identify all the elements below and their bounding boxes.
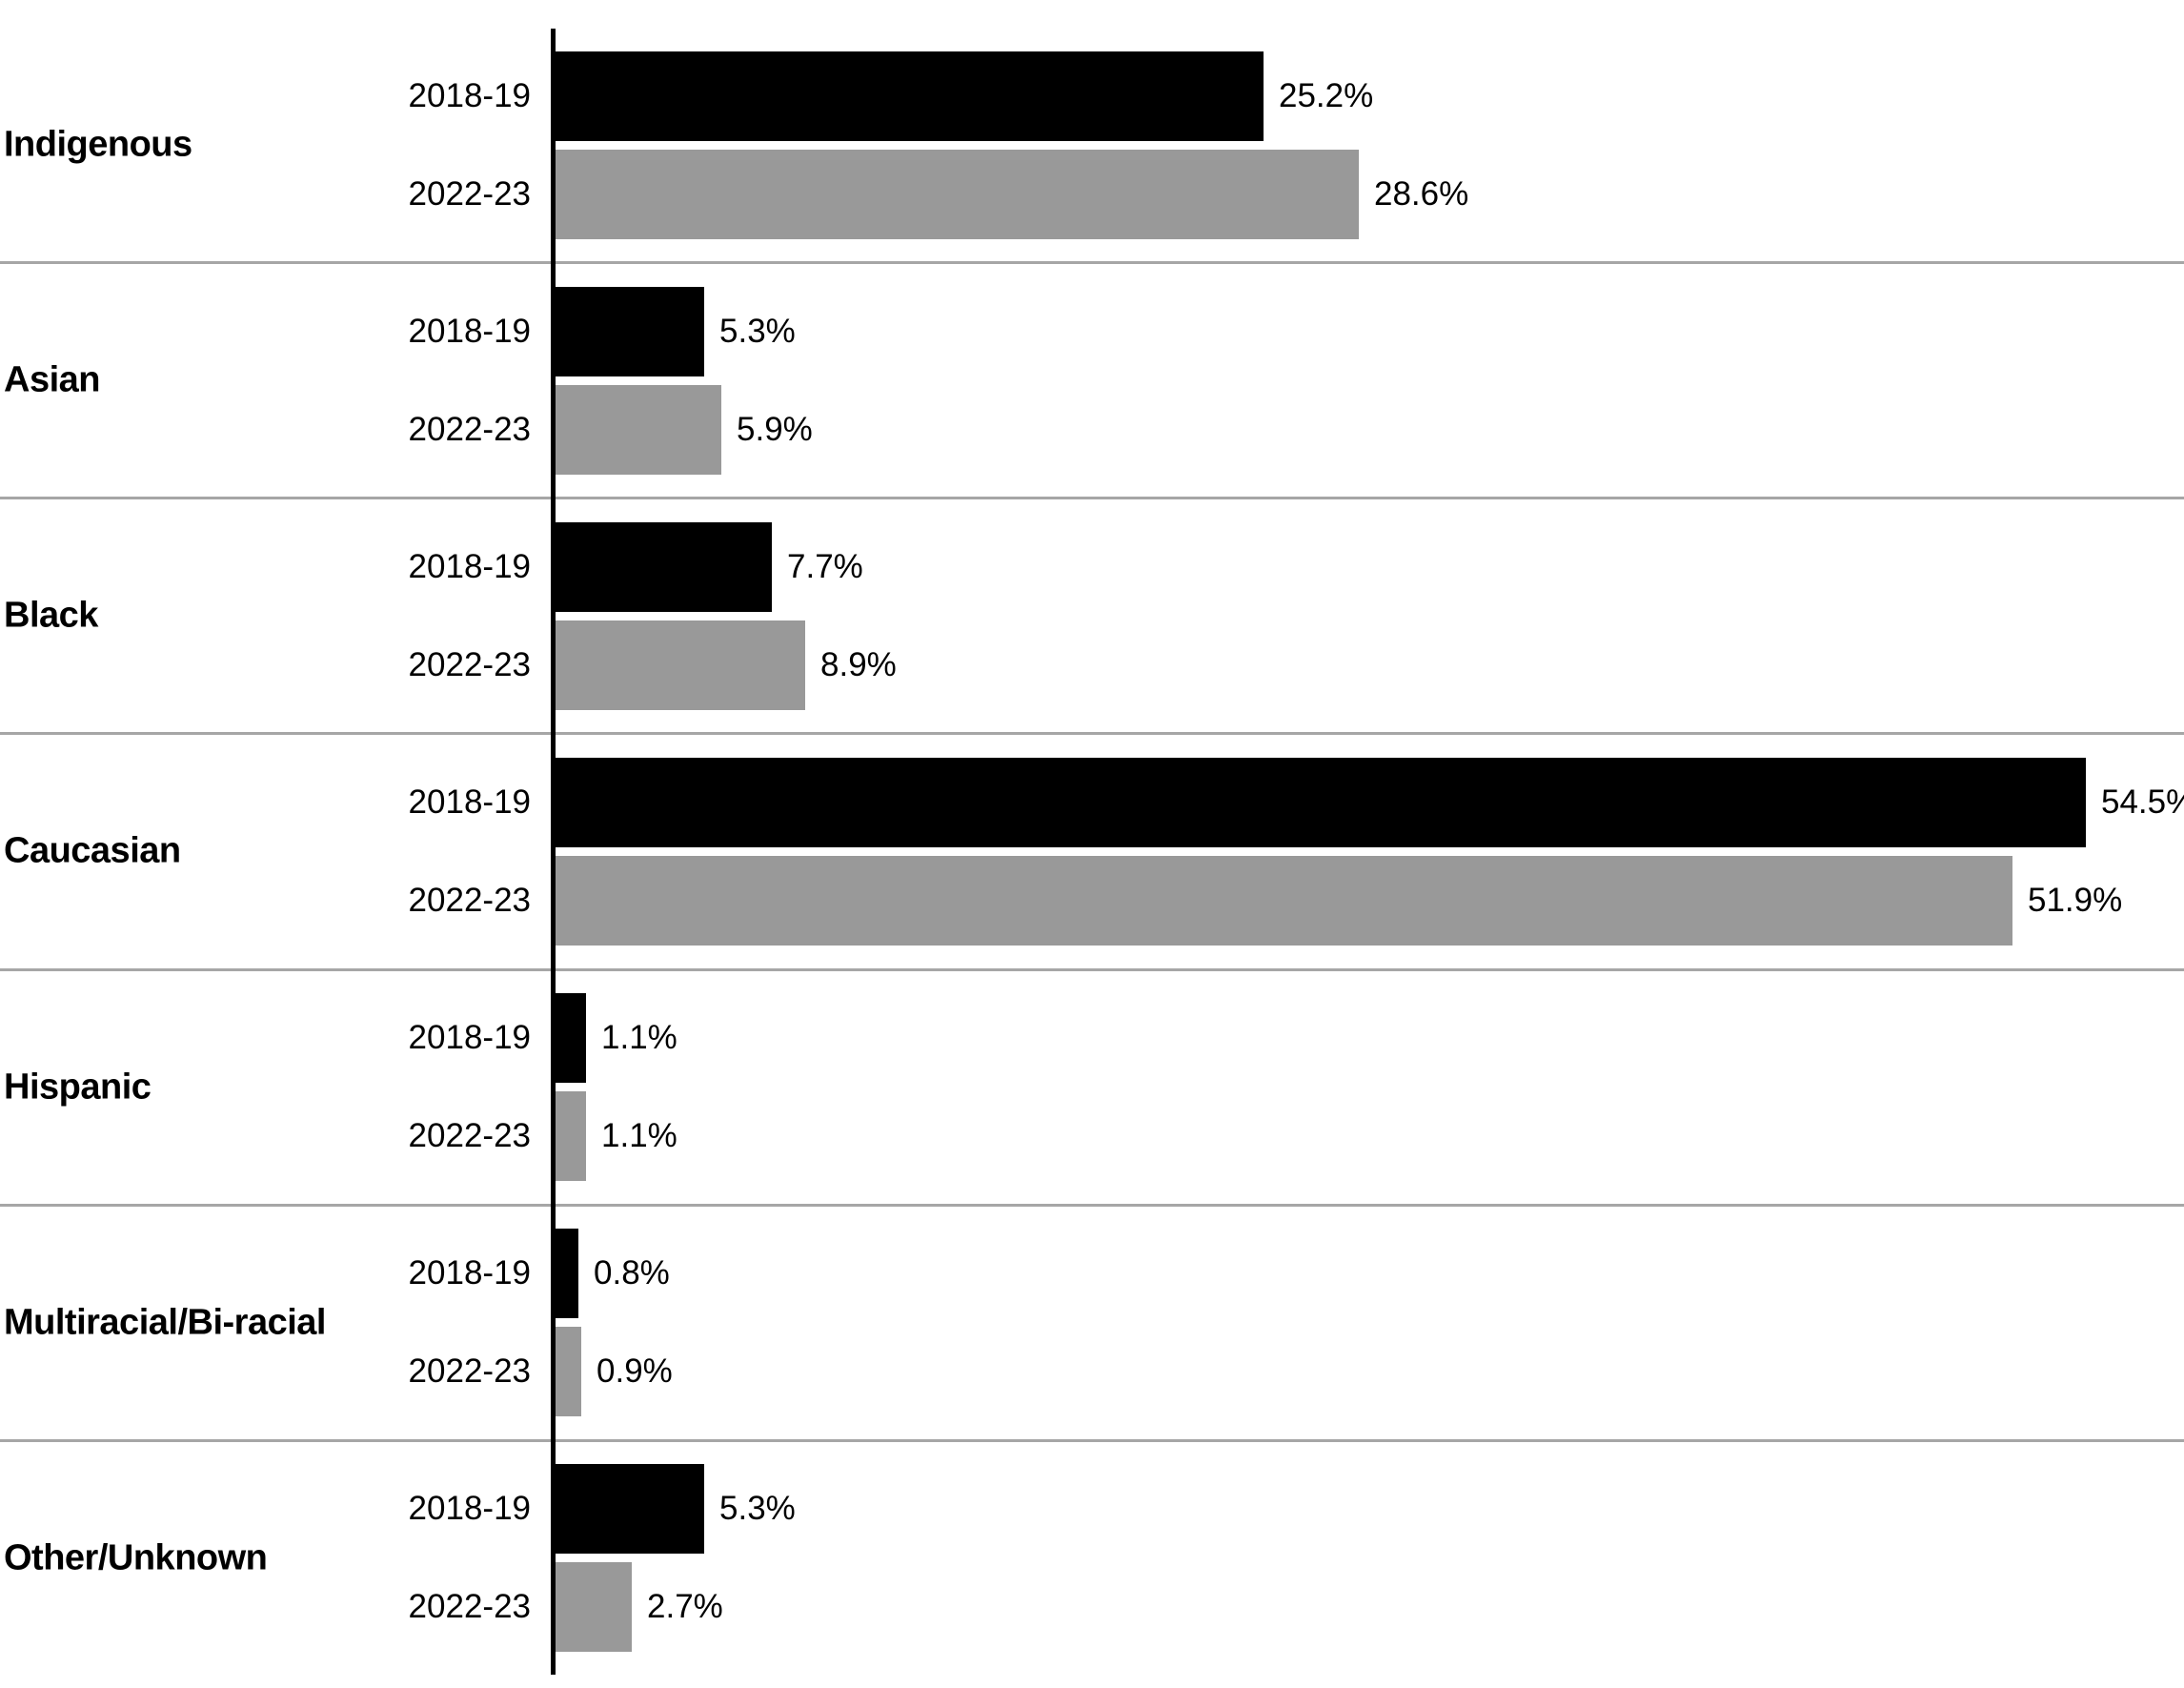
value-label: 5.3% xyxy=(719,1490,796,1528)
series-year-label: 2018-19 xyxy=(408,783,531,821)
value-label: 8.9% xyxy=(820,645,897,683)
bar-2022-23 xyxy=(556,620,805,710)
series-year-label: 2022-23 xyxy=(408,881,531,919)
category-label: Black xyxy=(4,595,98,636)
bar-line: 2022-23 2.7% xyxy=(0,1562,2184,1653)
bar-line: 2018-19 1.1% xyxy=(0,993,2184,1084)
bar-2022-23 xyxy=(556,1091,586,1182)
bar-2018-19 xyxy=(556,757,2086,847)
bar-2022-23 xyxy=(556,1562,632,1653)
bar-2018-19 xyxy=(556,993,586,1084)
value-label: 1.1% xyxy=(601,1019,677,1057)
category-label: Other/Unknown xyxy=(4,1537,268,1578)
category-row: Asian 2018-19 5.3% 2022-23 5.9% xyxy=(0,264,2184,500)
bar-line: 2022-23 8.9% xyxy=(0,620,2184,710)
category-row: Black 2018-19 7.7% 2022-23 8.9% xyxy=(0,499,2184,736)
category-bars-group: 2018-19 7.7% 2022-23 8.9% xyxy=(0,499,2184,732)
bar-line: 2018-19 5.3% xyxy=(0,1464,2184,1555)
value-label: 54.5% xyxy=(2101,783,2184,821)
value-label: 28.6% xyxy=(1374,174,1469,213)
bar-line: 2022-23 0.9% xyxy=(0,1327,2184,1417)
category-bars-group: 2018-19 1.1% 2022-23 1.1% xyxy=(0,971,2184,1204)
category-row: Indigenous 2018-19 25.2% 2022-23 28.6% xyxy=(0,29,2184,265)
bar-2022-23 xyxy=(556,855,2012,946)
category-row: Multiracial/Bi-racial 2018-19 0.8% 2022-23 0… xyxy=(0,1207,2184,1442)
bar-line: 2018-19 7.7% xyxy=(0,521,2184,612)
series-year-label: 2018-19 xyxy=(408,1019,531,1057)
category-row: Hispanic 2018-19 1.1% 2022-23 1.1% xyxy=(0,971,2184,1207)
series-year-label: 2018-19 xyxy=(408,1254,531,1292)
bar-line: 2022-23 51.9% xyxy=(0,855,2184,946)
bar-2022-23 xyxy=(556,149,1359,239)
series-year-label: 2018-19 xyxy=(408,1490,531,1528)
series-year-label: 2022-23 xyxy=(408,410,531,448)
series-year-label: 2022-23 xyxy=(408,645,531,683)
bar-line: 2022-23 28.6% xyxy=(0,149,2184,239)
category-row: Other/Unknown 2018-19 5.3% 2022-23 2.7% xyxy=(0,1442,2184,1675)
bar-2018-19 xyxy=(556,521,772,612)
series-year-label: 2018-19 xyxy=(408,76,531,114)
bar-2022-23 xyxy=(556,384,721,475)
category-label: Caucasian xyxy=(4,830,181,871)
category-bars-group: 2018-19 0.8% 2022-23 0.9% xyxy=(0,1207,2184,1439)
y-axis-line xyxy=(551,29,556,1675)
category-bars-group: 2018-19 5.3% 2022-23 2.7% xyxy=(0,1442,2184,1675)
category-bars-group: 2018-19 5.3% 2022-23 5.9% xyxy=(0,264,2184,497)
category-label: Asian xyxy=(4,359,100,400)
value-label: 51.9% xyxy=(2028,881,2123,919)
category-bars-group: 2018-19 54.5% 2022-23 51.9% xyxy=(0,735,2184,967)
series-year-label: 2018-19 xyxy=(408,312,531,350)
series-year-label: 2022-23 xyxy=(408,1588,531,1626)
value-label: 7.7% xyxy=(787,547,863,585)
bar-2018-19 xyxy=(556,1464,704,1555)
bar-2022-23 xyxy=(556,1327,581,1417)
bar-2018-19 xyxy=(556,1229,578,1319)
value-label: 1.1% xyxy=(601,1117,677,1155)
value-label: 0.8% xyxy=(594,1254,670,1292)
chart-rows: Indigenous 2018-19 25.2% 2022-23 28.6% Asian 2… xyxy=(0,29,2184,1675)
value-label: 25.2% xyxy=(1279,76,1374,114)
bar-line: 2018-19 54.5% xyxy=(0,757,2184,847)
value-label: 5.3% xyxy=(719,312,796,350)
bar-2018-19 xyxy=(556,51,1264,141)
value-label: 5.9% xyxy=(737,410,813,448)
bar-line: 2022-23 5.9% xyxy=(0,384,2184,475)
series-year-label: 2022-23 xyxy=(408,1352,531,1391)
bar-line: 2018-19 0.8% xyxy=(0,1229,2184,1319)
bar-line: 2018-19 25.2% xyxy=(0,51,2184,141)
series-year-label: 2022-23 xyxy=(408,174,531,213)
bar-line: 2022-23 1.1% xyxy=(0,1091,2184,1182)
series-year-label: 2018-19 xyxy=(408,547,531,585)
bar-2018-19 xyxy=(556,286,704,376)
bar-line: 2018-19 5.3% xyxy=(0,286,2184,376)
category-row: Caucasian 2018-19 54.5% 2022-23 51.9% xyxy=(0,735,2184,971)
category-label: Multiracial/Bi-racial xyxy=(4,1302,326,1343)
value-label: 2.7% xyxy=(647,1588,723,1626)
category-label: Indigenous xyxy=(4,124,192,165)
category-bars-group: 2018-19 25.2% 2022-23 28.6% xyxy=(0,29,2184,261)
value-label: 0.9% xyxy=(597,1352,673,1391)
category-label: Hispanic xyxy=(4,1067,152,1108)
series-year-label: 2022-23 xyxy=(408,1117,531,1155)
